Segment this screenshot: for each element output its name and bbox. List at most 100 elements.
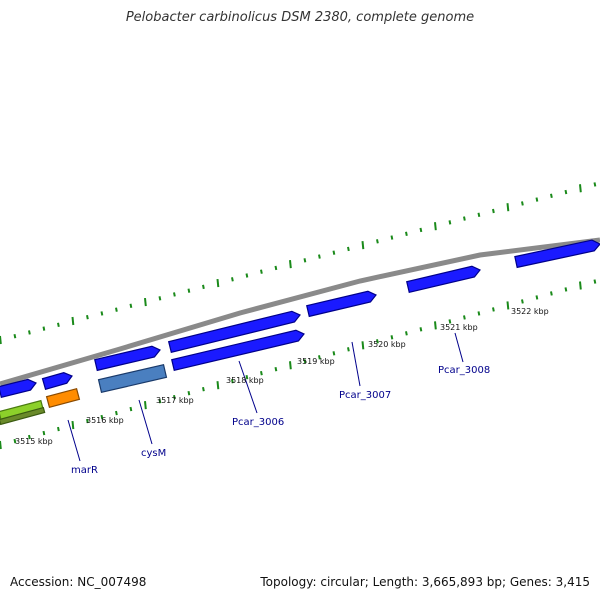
outer-tick (550, 193, 553, 199)
outer-tick (71, 316, 75, 326)
outer-tick (187, 288, 191, 293)
outer-tick (289, 260, 292, 269)
inner-tick (303, 359, 307, 364)
inner-tick (419, 327, 423, 332)
outer-tick (144, 297, 147, 307)
inner-tick (245, 375, 249, 380)
outer-tick (492, 208, 495, 214)
gene-arrow (97, 363, 168, 394)
inner-tick (477, 311, 481, 316)
label-leader-line (351, 341, 361, 387)
tick-marks (0, 182, 597, 450)
outer-tick (564, 189, 568, 195)
topology-text: Topology: circular; Length: 3,665,893 bp… (260, 575, 590, 589)
outer-tick (202, 284, 205, 290)
gene-arrow (406, 265, 481, 294)
gene-label: Pcar_3007 (339, 390, 391, 401)
kbp-label: 3520 kbp (368, 340, 406, 349)
outer-tick (521, 201, 524, 206)
inner-tick (521, 299, 524, 304)
inner-tick (86, 418, 89, 424)
inner-tick (376, 339, 379, 344)
outer-tick (347, 246, 350, 252)
outer-tick (390, 235, 394, 240)
outer-tick (318, 254, 321, 259)
outer-tick (57, 322, 60, 328)
gene-arrow (45, 387, 81, 409)
inner-tick (13, 438, 17, 444)
inner-tick (202, 386, 205, 392)
gene-arrow (0, 378, 37, 399)
inner-tick (593, 279, 597, 284)
inner-tick (28, 434, 31, 440)
kbp-label: 3522 kbp (511, 307, 549, 316)
outer-tick (506, 203, 510, 212)
outer-tick (216, 278, 220, 288)
gene-arrow (306, 290, 377, 318)
gene-arrow (171, 329, 305, 372)
outer-tick (0, 335, 2, 345)
inner-tick (260, 371, 263, 376)
label-leader-line (454, 332, 464, 363)
outer-tick (303, 258, 307, 263)
label-leader-line (67, 419, 81, 462)
inner-tick (42, 430, 46, 436)
outer-tick (535, 197, 539, 202)
inner-tick (463, 315, 466, 320)
inner-tick (448, 319, 452, 324)
outer-tick (405, 231, 408, 236)
genome-backbone (0, 237, 600, 387)
kbp-label: 3519 kbp (297, 357, 335, 366)
inner-tick (0, 440, 2, 450)
inner-tick (492, 307, 495, 312)
outer-tick (13, 334, 17, 339)
outer-tick (115, 307, 118, 312)
outer-tick (260, 269, 263, 274)
outer-tick (361, 241, 365, 250)
kbp-label: 3518 kbp (226, 376, 264, 385)
outer-tick (593, 182, 597, 187)
outer-tick (231, 277, 234, 282)
kbp-label: 3516 kbp (86, 416, 124, 425)
inner-tick (434, 321, 437, 330)
inner-tick (361, 341, 365, 350)
gene-label: cysM (141, 448, 166, 459)
inner-tick (71, 420, 75, 430)
accession-text: Accession: NC_007498 (10, 575, 147, 589)
outer-tick (376, 239, 379, 244)
inner-tick (405, 331, 408, 336)
inner-tick (216, 381, 220, 390)
inner-tick (231, 379, 234, 384)
gene-arrow (167, 310, 301, 354)
inner-tick (187, 390, 191, 396)
inner-tick (332, 351, 336, 356)
inner-tick (289, 361, 292, 370)
outer-tick (173, 292, 176, 297)
outer-tick (28, 330, 31, 335)
map-title: Pelobacter carbinolicus DSM 2380, comple… (125, 10, 475, 25)
inner-tick (318, 355, 321, 360)
outer-tick (463, 216, 466, 221)
outer-tick (579, 184, 582, 193)
label-leader-line (238, 360, 258, 414)
inner-tick (535, 295, 539, 300)
labels: 3515 kbp 3516 kbp 3517 kbp 3518 kbp 3519 kbp… (15, 307, 549, 476)
kbp-label: 3517 kbp (156, 396, 194, 405)
inner-tick (550, 291, 553, 296)
gene-arrow (41, 372, 73, 391)
gene-arrow (94, 345, 161, 372)
outer-tick (129, 303, 133, 309)
inner-tick (100, 414, 104, 420)
gene-label: Pcar_3006 (232, 417, 284, 428)
inner-tick (115, 410, 118, 416)
label-leader-line (138, 399, 153, 445)
inner-tick (579, 281, 582, 290)
inner-tick (506, 301, 510, 310)
inner-tick (347, 347, 350, 352)
inner-tick (144, 401, 147, 410)
gene-arrow (514, 239, 600, 269)
inner-tick (173, 394, 176, 400)
outer-tick (448, 220, 452, 225)
outer-tick (434, 222, 437, 231)
